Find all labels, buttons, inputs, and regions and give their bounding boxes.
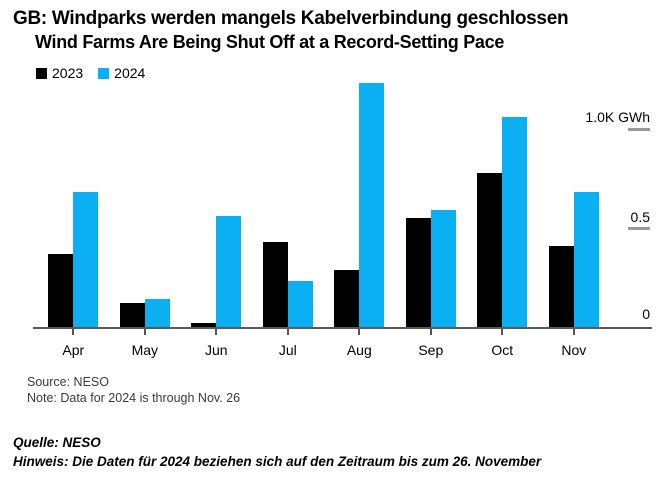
x-axis-tick-jul (286, 329, 289, 335)
x-axis-tick-may (143, 329, 146, 335)
x-axis-label-nov: Nov (561, 342, 587, 358)
bar-2024-jul (287, 281, 313, 327)
legend-label-2024: 2024 (114, 65, 146, 81)
bar-2023-jul (262, 241, 288, 327)
bar-2023-aug (334, 269, 360, 327)
bar-2024-sep (430, 210, 456, 327)
y-axis-label-0: 0 (642, 306, 650, 322)
source-note-english: Source: NESO Note: Data for 2024 is thro… (27, 374, 240, 406)
hinweis-line: Hinweis: Die Daten für 2024 beziehen sic… (13, 454, 542, 469)
note-line: Note: Data for 2024 is through Nov. 26 (27, 391, 241, 405)
source-note-german: Quelle: NESO Hinweis: Die Daten für 2024… (13, 433, 541, 471)
x-axis-label-apr: Apr (62, 342, 85, 358)
x-axis-label-oct: Oct (491, 342, 514, 358)
x-axis-tick-apr (72, 329, 75, 335)
x-axis-tick-jun (215, 329, 218, 335)
x-axis-tick-aug (358, 329, 361, 335)
x-axis-label-jul: Jul (278, 342, 297, 358)
legend-item-2024: 2024 (98, 65, 145, 81)
bar-2023-may (119, 303, 145, 327)
bar-2023-jun (191, 323, 217, 327)
bar-2024-aug (359, 83, 385, 327)
y-axis-tick-0.5 (628, 227, 650, 230)
bar-2024-oct (502, 117, 528, 327)
x-axis-label-may: May (131, 342, 159, 358)
y-axis-label-1.0: 1.0K GWh (585, 109, 650, 125)
bar-2024-apr (73, 192, 99, 327)
bar-2023-apr (48, 253, 74, 327)
x-axis-line (33, 327, 652, 329)
quelle-line: Quelle: NESO (13, 435, 101, 450)
x-axis-label-jun: Jun (205, 342, 228, 358)
chart-legend: 2023 2024 (36, 65, 145, 81)
x-axis-label-aug: Aug (346, 342, 372, 358)
legend-swatch-2024 (98, 67, 110, 79)
bar-2023-sep (405, 218, 431, 327)
chart-title-english: Wind Farms Are Being Shut Off at a Recor… (35, 32, 505, 52)
y-axis-label-0.5: 0.5 (630, 209, 650, 225)
legend-swatch-2023 (36, 67, 47, 79)
chart-title-german: GB: Windparks werden mangels Kabelverbin… (13, 8, 569, 29)
bar-2023-oct (477, 172, 503, 327)
x-axis-tick-sep (429, 329, 432, 335)
y-axis-tick-1.0 (628, 128, 650, 131)
bar-2024-jun (216, 216, 242, 327)
bar-2024-may (144, 299, 170, 327)
legend-item-2023: 2023 (36, 65, 83, 81)
source-line: Source: NESO (27, 375, 109, 389)
bar-2024-nov (573, 192, 599, 327)
x-axis-tick-nov (572, 329, 575, 335)
x-axis-tick-oct (501, 329, 504, 335)
x-axis-label-sep: Sep (418, 342, 444, 358)
bar-2023-nov (548, 245, 574, 327)
legend-label-2023: 2023 (52, 65, 84, 81)
